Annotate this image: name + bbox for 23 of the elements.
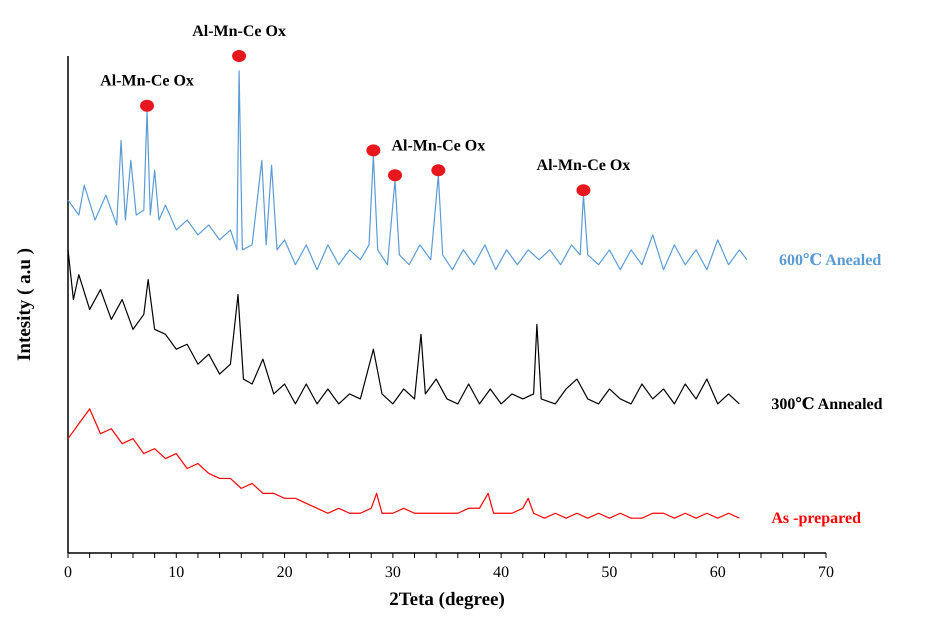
- point: [140, 100, 154, 112]
- point: [366, 144, 380, 156]
- x-tick-label: 60: [710, 564, 726, 581]
- annotation: Al-Mn-Ce Ox: [192, 23, 286, 40]
- annotation: Al-Mn-Ce Ox: [391, 137, 486, 154]
- annotation: Al-Mn-Ce Ox: [536, 157, 630, 174]
- point: [431, 164, 446, 176]
- x-axis-title: 2Teta (degree): [389, 589, 505, 610]
- x-tick-label: 50: [601, 564, 618, 581]
- x-tick-label: 70: [818, 564, 834, 581]
- x-tick-label: 0: [64, 564, 72, 581]
- point: [576, 184, 590, 196]
- x-tick-label: 20: [276, 564, 293, 581]
- annotation: Al-Mn-Ce Ox: [100, 72, 194, 90]
- x-tick-label: 10: [168, 564, 184, 581]
- point: [388, 169, 402, 182]
- point: [232, 50, 246, 62]
- x-tick-label: 40: [493, 564, 510, 581]
- text: As -prepared: [771, 510, 862, 528]
- text: 300℃ Annealed: [771, 396, 883, 413]
- text: 600℃ Anealed: [778, 252, 882, 269]
- x-tick-label: 30: [384, 564, 401, 581]
- y-axis-title: Intesity ( a.u ): [14, 248, 35, 361]
